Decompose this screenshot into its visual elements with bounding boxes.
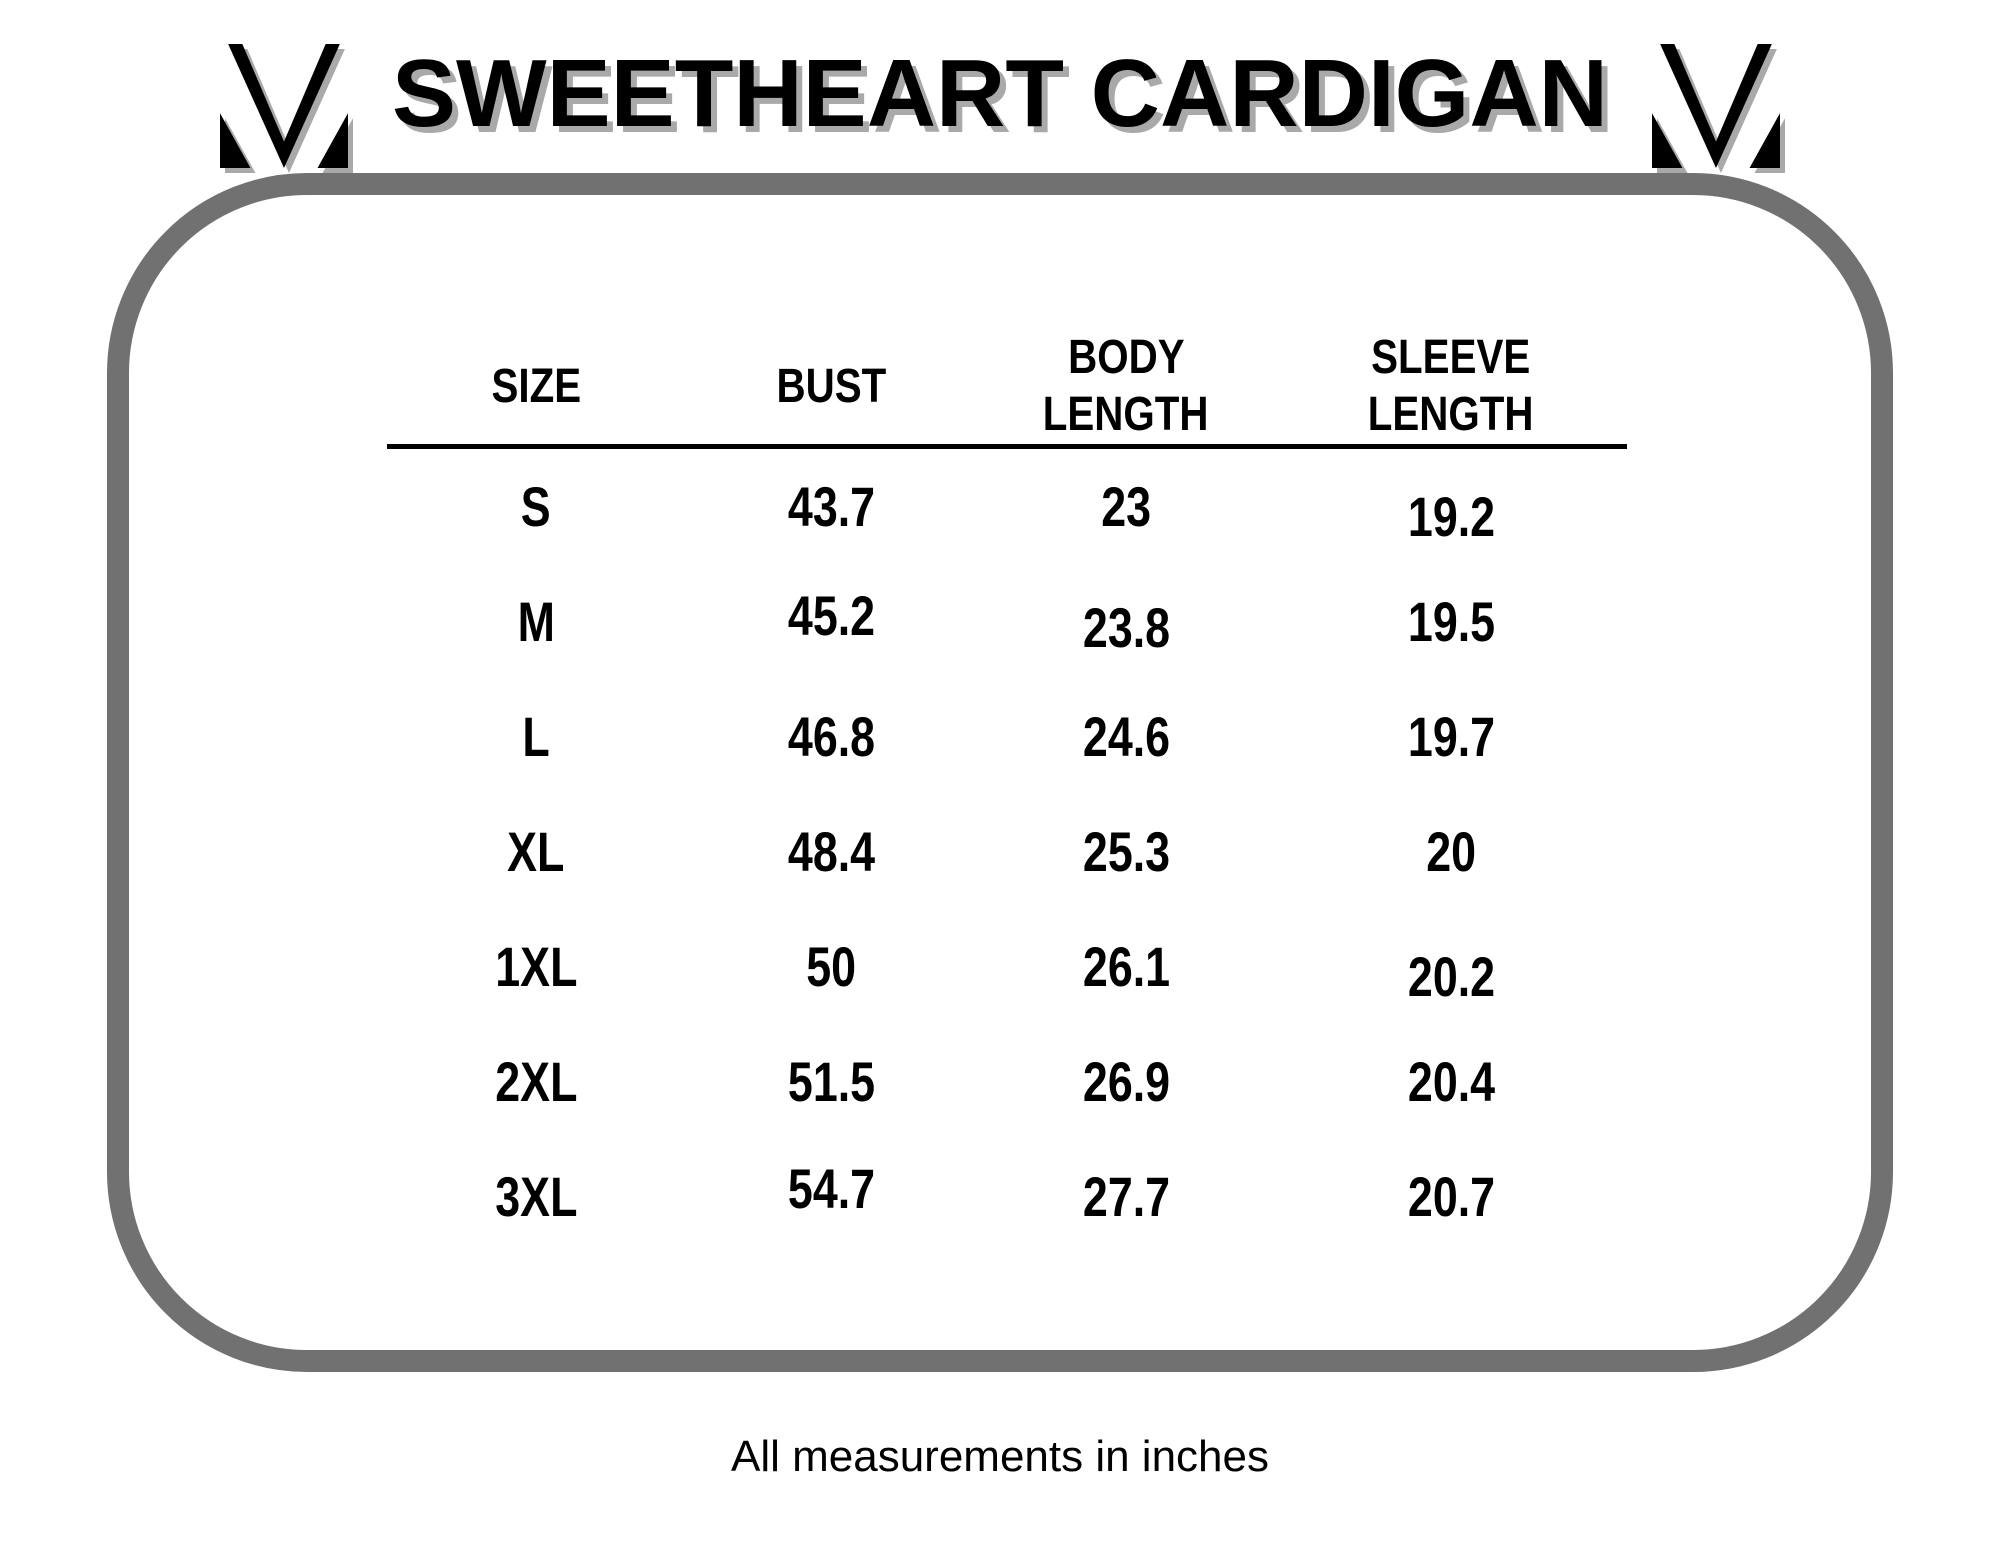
size-cell: 1XL (494, 935, 578, 998)
sleeve-length-cell: 20.2 (1407, 945, 1495, 1008)
column-header-line: SLEEVE (1371, 331, 1531, 385)
table-row: XL 48.4 25.3 20 (387, 794, 1627, 909)
size-cell: 3XL (494, 1165, 578, 1228)
size-cell: XL (507, 820, 565, 883)
column-header-bust: BUST (685, 330, 977, 444)
size-cell: L (522, 705, 550, 768)
sleeve-length-cell: 20.7 (1407, 1165, 1495, 1228)
sleeve-length-cell: 20 (1426, 820, 1476, 883)
header: SWEETHEART CARDIGAN (0, 14, 2000, 174)
body-length-cell: 23.8 (1082, 596, 1170, 659)
column-header-line: LENGTH (1043, 388, 1209, 441)
table-row: 2XL 51.5 26.9 20.4 (387, 1024, 1627, 1139)
table-row: 1XL 50 26.1 20.2 (387, 909, 1627, 1024)
table-row: M 45.2 23.8 19.5 (387, 564, 1627, 679)
column-header-line: BUST (776, 359, 886, 413)
brand-monogram-icon (220, 44, 348, 168)
bust-cell: 46.8 (787, 705, 875, 768)
table-row: S 43.7 23 19.2 (387, 449, 1627, 564)
sleeve-length-cell: 19.2 (1407, 485, 1495, 548)
body-length-cell: 25.3 (1082, 820, 1170, 883)
sleeve-length-cell: 20.4 (1407, 1050, 1495, 1113)
column-header-line: LENGTH (1368, 388, 1534, 441)
chart-frame (107, 173, 1893, 1372)
table-row: 3XL 54.7 27.7 20.7 (387, 1139, 1627, 1254)
measurements-note: All measurements in inches (730, 1432, 1269, 1481)
size-cell: S (521, 475, 551, 538)
bust-cell: 43.7 (787, 475, 875, 538)
column-header-line: SIZE (491, 359, 581, 413)
column-header-sleeve-length: SLEEVE LENGTH (1275, 330, 1627, 444)
brand-monogram-icon (1651, 44, 1780, 168)
body-length-cell: 24.6 (1082, 705, 1170, 768)
body-length-cell: 26.9 (1082, 1050, 1170, 1113)
table-row: L 46.8 24.6 19.7 (387, 679, 1627, 794)
bust-cell: 48.4 (787, 820, 875, 883)
table-header-row: SIZE BUST BODY LENGTH SLEEVE LENGTH (387, 330, 1627, 449)
page-title: SWEETHEART CARDIGAN (392, 40, 1608, 147)
column-header-line: BODY (1067, 331, 1185, 385)
size-cell: M (517, 590, 555, 653)
body-length-cell: 26.1 (1082, 935, 1170, 998)
size-chart-table: SIZE BUST BODY LENGTH SLEEVE LENGTH S 43… (387, 330, 1627, 1254)
body-length-cell: 23 (1101, 475, 1151, 538)
column-header-size: SIZE (387, 330, 685, 444)
bust-cell: 51.5 (787, 1050, 875, 1113)
bust-cell: 54.7 (787, 1157, 875, 1220)
bust-cell: 45.2 (787, 584, 875, 647)
sleeve-length-cell: 19.7 (1407, 705, 1495, 768)
size-cell: 2XL (494, 1050, 578, 1113)
column-header-body-length: BODY LENGTH (977, 330, 1275, 444)
body-length-cell: 27.7 (1082, 1165, 1170, 1228)
bust-cell: 50 (806, 935, 856, 998)
sleeve-length-cell: 19.5 (1407, 590, 1495, 653)
